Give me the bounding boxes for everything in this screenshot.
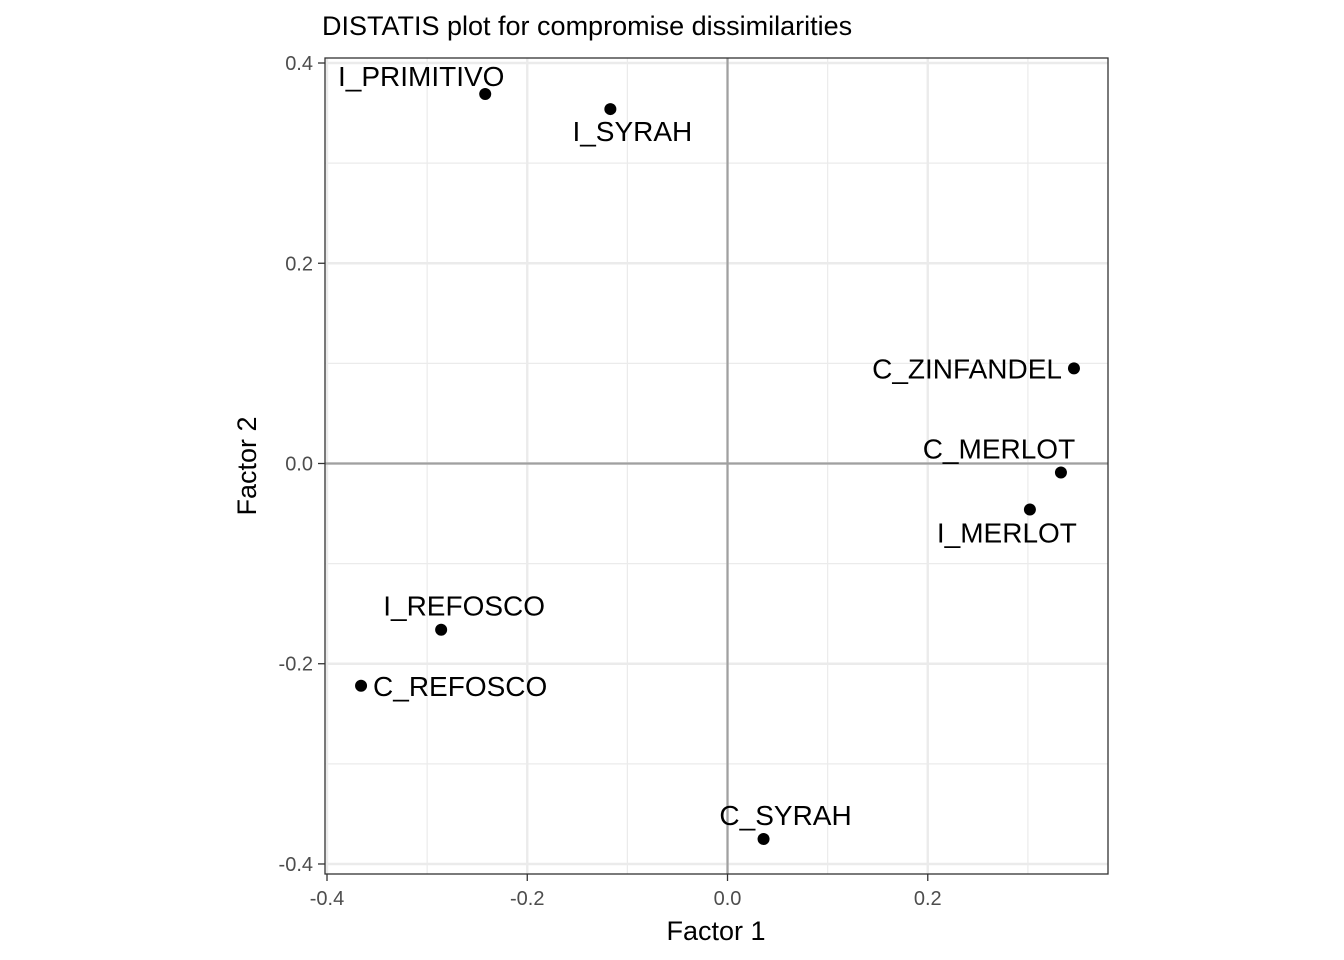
data-point: [604, 103, 617, 116]
data-point: [1067, 362, 1080, 375]
data-point: [355, 679, 368, 692]
point-label: C_MERLOT: [923, 434, 1075, 465]
point-label: I_SYRAH: [572, 116, 692, 147]
y-tick-label: -0.4: [279, 854, 313, 876]
data-point: [757, 832, 770, 845]
point-label: I_REFOSCO: [383, 591, 545, 622]
x-tick-label: 0.0: [714, 888, 742, 910]
chart-title: DISTATIS plot for compromise dissimilari…: [322, 11, 852, 41]
x-axis: -0.4 -0.2 0.0 0.2: [310, 874, 942, 910]
data-points: I_PRIMITIVO I_SYRAH C_ZINFANDEL C_MERLOT I_M…: [338, 61, 1080, 845]
y-axis-title: Factor 2: [232, 416, 262, 515]
data-point: [1054, 466, 1067, 479]
y-axis: -0.4 -0.2 0.0 0.2 0.4: [279, 53, 325, 876]
data-point: [479, 88, 492, 101]
point-label: I_PRIMITIVO: [338, 61, 504, 92]
point-label: I_MERLOT: [937, 518, 1077, 549]
point-label: C_REFOSCO: [373, 671, 547, 702]
y-tick-label: 0.0: [285, 453, 313, 475]
x-tick-label: -0.4: [310, 888, 344, 910]
y-tick-label: -0.2: [279, 654, 313, 676]
zero-lines: [325, 58, 1108, 874]
y-tick-label: 0.2: [285, 253, 313, 275]
x-axis-title: Factor 1: [666, 916, 765, 946]
x-tick-label: 0.2: [914, 888, 942, 910]
plot-panel: [325, 58, 1108, 874]
point-label: C_SYRAH: [719, 800, 851, 831]
point-label: C_ZINFANDEL: [872, 353, 1062, 384]
data-point: [435, 623, 448, 636]
data-point: [1023, 503, 1036, 516]
y-tick-label: 0.4: [285, 53, 313, 75]
x-tick-label: -0.2: [510, 888, 544, 910]
plot-panel-border: [324, 57, 1109, 875]
minor-grid: [325, 58, 1108, 874]
